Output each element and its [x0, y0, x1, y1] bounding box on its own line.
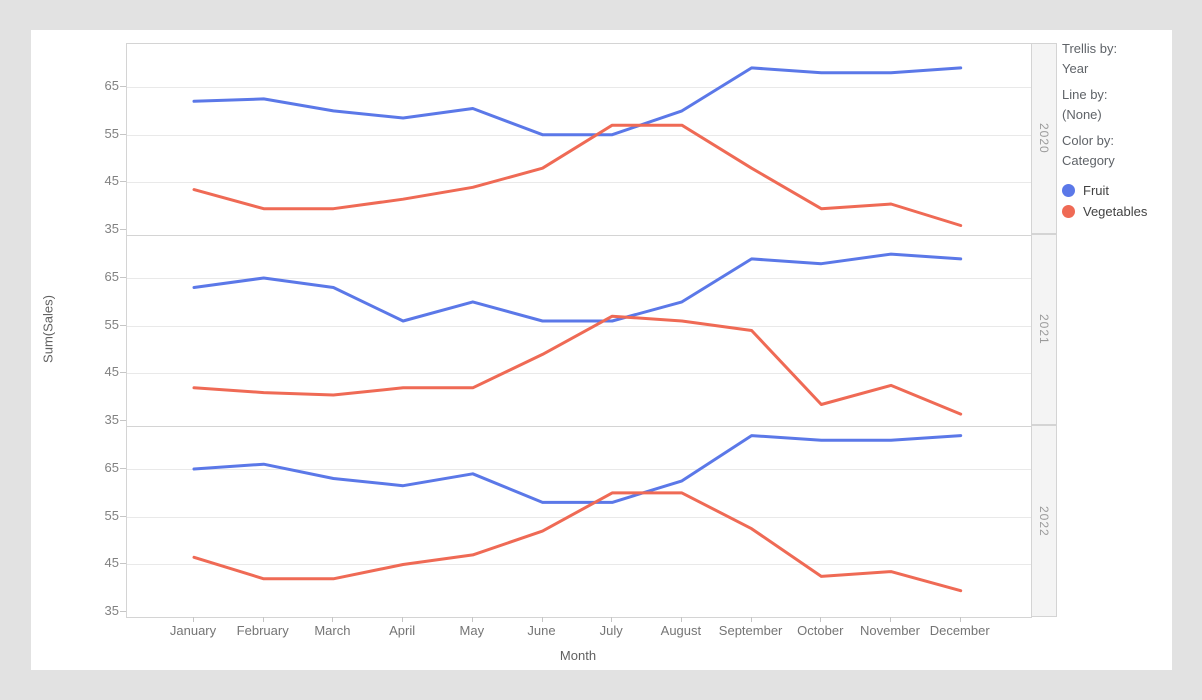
x-tick-label-august: August: [660, 623, 702, 638]
y-tick-mark: [120, 515, 126, 517]
trellis-by-group: Trellis by: Year: [1062, 39, 1170, 79]
line-by-value: (None): [1062, 107, 1102, 122]
y-tick-mark: [120, 420, 126, 422]
legend-item-fruit[interactable]: Fruit: [1062, 180, 1170, 201]
x-tick-mark: [332, 617, 334, 622]
legend-swatch-icon: [1062, 205, 1075, 218]
y-tick-mark: [120, 276, 126, 278]
strip-cell-2021: 2021: [1031, 234, 1057, 425]
panel-2021: [127, 235, 1032, 416]
x-tick-label-july: July: [599, 623, 623, 638]
x-tick-mark: [680, 617, 682, 622]
x-tick-label-november: November: [860, 623, 920, 638]
legend-swatch-icon: [1062, 184, 1075, 197]
strip-year-label: 2022: [1037, 505, 1051, 537]
legend-item-label: Fruit: [1083, 182, 1109, 198]
y-tick-label: 45: [104, 364, 119, 380]
y-tick-mark: [120, 324, 126, 326]
x-tick-mark: [611, 617, 613, 622]
y-tick-label: 45: [104, 555, 119, 571]
strip-year-label: 2020: [1037, 123, 1051, 154]
y-tick-label: 65: [104, 77, 119, 93]
legend: Fruit Vegetables: [1062, 180, 1170, 222]
x-tick-mark: [541, 617, 543, 622]
x-tick-label-june: June: [527, 623, 556, 638]
color-by-value: Category: [1062, 153, 1115, 168]
x-tick-label-december: December: [929, 623, 990, 638]
strip-cell-2020: 2020: [1031, 43, 1057, 234]
strip-year-label: 2021: [1037, 314, 1051, 345]
x-tick-label-march: March: [314, 623, 351, 638]
x-tick-label-february: February: [236, 623, 289, 638]
y-tick-label: 55: [104, 507, 119, 523]
x-tick-label-september: September: [718, 623, 783, 638]
line-by-group: Line by: (None): [1062, 85, 1170, 125]
y-tick-mark: [120, 372, 126, 374]
vegetables-line-2021: [192, 314, 963, 416]
x-tick-mark: [890, 617, 891, 622]
x-tick-label-may: May: [459, 623, 485, 638]
y-tick-label: 35: [104, 412, 119, 428]
y-tick-mark: [120, 229, 126, 231]
legend-item-label: Vegetables: [1083, 203, 1148, 219]
y-tick-label: 65: [104, 459, 119, 475]
y-tick-label: 45: [104, 173, 119, 189]
x-axis-title: Month: [559, 648, 597, 663]
x-tick-label-january: January: [169, 623, 217, 638]
fruit-line-2022: [192, 434, 963, 504]
x-tick-mark: [262, 617, 264, 622]
y-tick-mark: [120, 563, 126, 565]
color-by-group: Color by: Category: [1062, 131, 1170, 171]
y-tick-label: 55: [104, 316, 119, 332]
y-tick-label: 55: [104, 125, 119, 141]
x-tick-mark: [959, 617, 961, 622]
fruit-line-2021: [192, 252, 963, 323]
y-tick-label: 65: [104, 268, 119, 284]
x-tick-mark: [750, 617, 752, 622]
vegetables-line-2020: [192, 123, 963, 227]
x-tick-mark: [193, 617, 194, 622]
y-tick-mark: [120, 611, 126, 613]
line-by-label: Line by:: [1062, 87, 1108, 102]
y-tick-mark: [120, 467, 126, 469]
y-tick-mark: [120, 133, 126, 135]
y-tick-label: 35: [104, 221, 119, 237]
chart-card: Sum(Sales) 65 55 45 35 65 55 45 35 65 55 45 35 Janu…: [31, 30, 1172, 670]
x-tick-mark: [402, 617, 404, 622]
color-by-label: Color by:: [1062, 133, 1115, 148]
trellis-by-label: Trellis by:: [1062, 41, 1118, 56]
strip-cell-2022: 2022: [1031, 425, 1057, 617]
legend-item-vegetables[interactable]: Vegetables: [1062, 201, 1170, 222]
panel-2022: [127, 426, 1032, 593]
fruit-line-2020: [192, 66, 963, 137]
y-tick-mark: [120, 181, 126, 183]
trellis-plot: [126, 43, 1032, 618]
trellis-by-value: Year: [1062, 61, 1089, 76]
x-tick-label-october: October: [797, 623, 844, 638]
panel-2020: [127, 66, 1032, 227]
vegetables-line-2022: [192, 491, 963, 593]
y-axis-title: Sum(Sales): [40, 295, 56, 363]
y-tick-label: 35: [104, 603, 119, 619]
legend-panel: Trellis by: Year Line by: (None) Color b…: [1062, 39, 1170, 222]
x-tick-mark: [820, 617, 822, 622]
y-tick-mark: [120, 85, 126, 87]
x-tick-label-april: April: [389, 623, 416, 638]
x-tick-mark: [471, 617, 473, 622]
